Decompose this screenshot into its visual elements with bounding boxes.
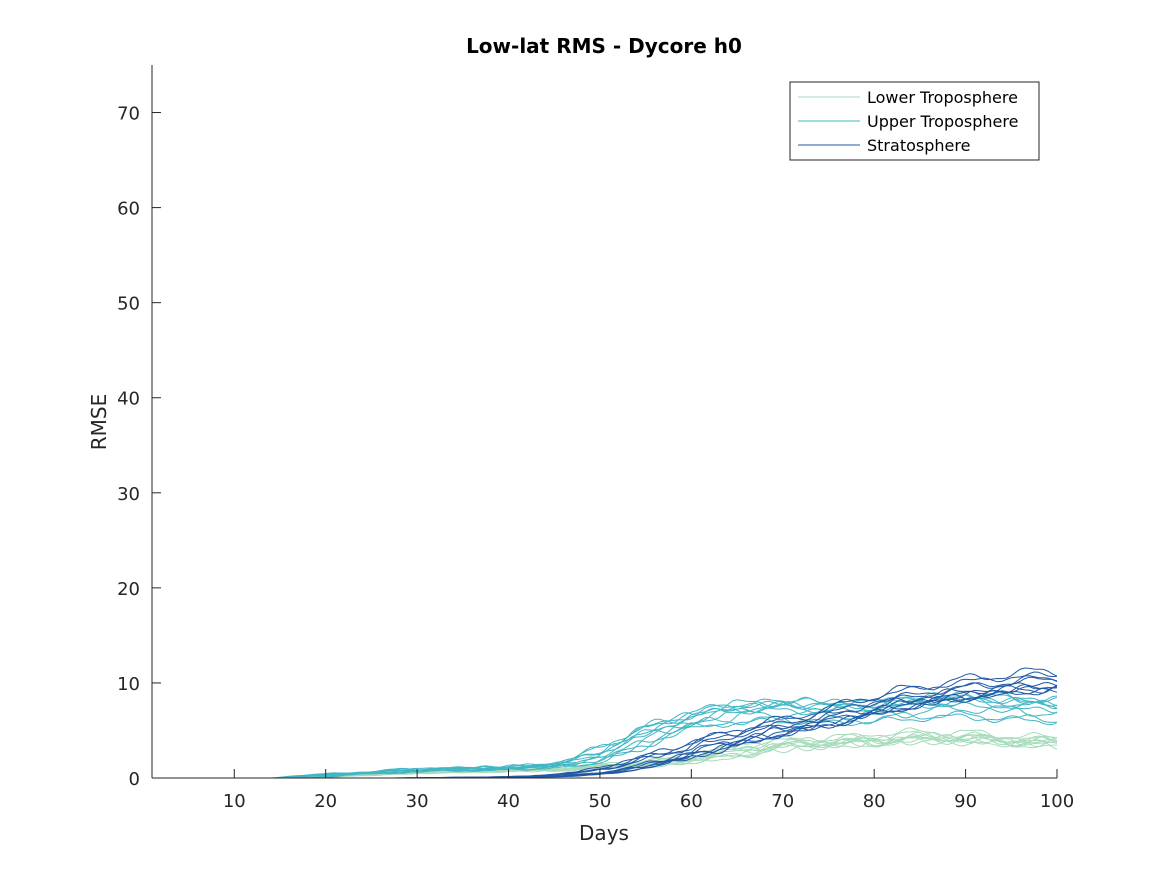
plot-lines (152, 667, 1058, 779)
x-axis-label: Days (579, 821, 629, 845)
x-tick-label: 40 (497, 791, 520, 812)
x-tick-label: 90 (954, 791, 977, 812)
y-tick-label: 20 (117, 579, 140, 600)
x-tick-label: 20 (314, 791, 337, 812)
y-tick-label: 70 (117, 104, 140, 125)
stratosphere-line (152, 675, 1058, 779)
y-tick-label: 50 (117, 294, 140, 315)
axes: 10 20 30 40 50 60 70 80 90 100 0 10 20 30 40 50 60 70 (117, 65, 1074, 812)
x-tick-label: 30 (406, 791, 429, 812)
legend-label-stratosphere: Stratosphere (867, 136, 970, 155)
y-axis-label: RMSE (87, 394, 111, 450)
y-tick-label: 40 (117, 389, 140, 410)
chart-title: Low-lat RMS - Dycore h0 (466, 34, 742, 58)
x-tick-label: 10 (223, 791, 246, 812)
y-tick-label: 10 (117, 674, 140, 695)
legend-label-upper-troposphere: Upper Troposphere (867, 112, 1018, 131)
legend: Lower Troposphere Upper Troposphere Strato… (789, 81, 1040, 161)
x-tick-label: 60 (680, 791, 703, 812)
x-tick-label: 80 (863, 791, 886, 812)
x-tick-label: 50 (588, 791, 611, 812)
stratosphere-line (152, 676, 1058, 779)
y-tick-label: 60 (117, 199, 140, 220)
x-tick-label: 100 (1040, 791, 1074, 812)
y-tick-label: 0 (129, 769, 140, 790)
y-tick-label: 30 (117, 484, 140, 505)
x-tick-label: 70 (771, 791, 794, 812)
legend-label-lower-troposphere: Lower Troposphere (867, 88, 1018, 107)
